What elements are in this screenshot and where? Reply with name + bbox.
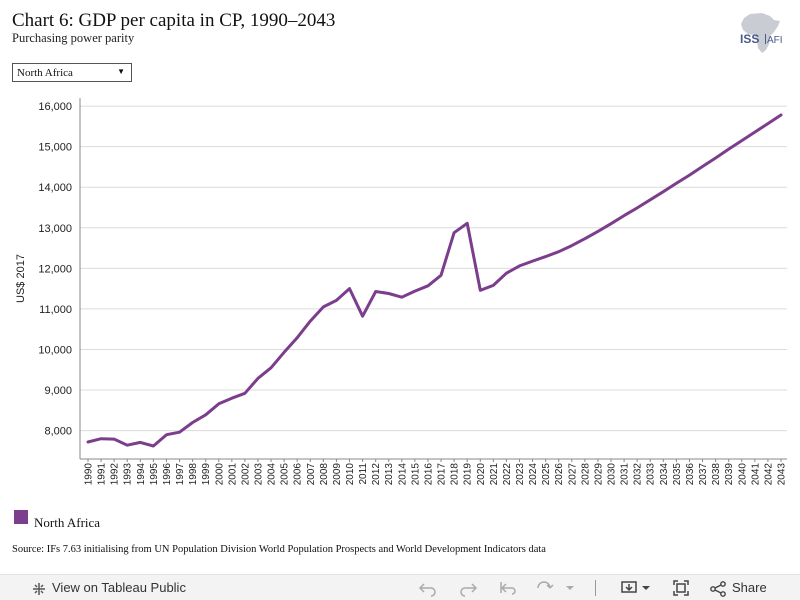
x-tick-label: 2015 [410, 463, 421, 486]
x-tick-label: 1998 [188, 463, 199, 486]
x-tick-label: 2029 [593, 463, 604, 486]
x-tick-label: 2010 [345, 463, 356, 486]
x-tick-label: 2026 [554, 463, 565, 486]
x-tick-label: 2021 [489, 463, 500, 486]
x-tick-label: 2035 [672, 463, 683, 486]
x-tick-label: 2039 [724, 463, 735, 486]
x-tick-label: 2004 [267, 463, 278, 486]
y-tick-label: 8,000 [44, 426, 72, 438]
chart-area: 8,000 9,000 10,000 11,000 12,000 13,000 14,000… [0, 88, 800, 500]
x-tick-label: 2028 [580, 463, 591, 486]
y-tick-label: 14,000 [38, 182, 72, 194]
x-tick-label: 2006 [293, 463, 304, 486]
x-tick-label: 2031 [620, 463, 631, 486]
view-on-tableau-button[interactable]: View on Tableau Public [32, 580, 186, 596]
y-tick-label: 16,000 [38, 101, 72, 113]
download-icon[interactable] [620, 579, 654, 597]
y-tick-label: 13,000 [38, 223, 72, 235]
revert-icon[interactable] [498, 579, 518, 597]
undo-icon[interactable] [418, 579, 438, 597]
x-tick-label: 2008 [319, 463, 330, 486]
x-tick-label: 2020 [476, 463, 487, 486]
x-tick-label: 1999 [201, 463, 212, 486]
region-filter-dropdown[interactable]: North Africa ▼ [12, 63, 132, 82]
y-tick-label: 10,000 [38, 344, 72, 356]
y-tick-label: 15,000 [38, 142, 72, 154]
x-tick-label: 2000 [214, 463, 225, 486]
x-tick-label: 2024 [528, 463, 539, 486]
view-on-tableau-label: View on Tableau Public [52, 580, 186, 595]
toolbar-divider [595, 580, 596, 596]
x-tick-label: 1994 [136, 463, 147, 486]
logo-suffix: AFI [767, 35, 783, 46]
share-icon [710, 580, 726, 597]
x-tick-label: 2017 [437, 463, 448, 486]
x-tick-label: 1997 [175, 463, 186, 486]
x-tick-label: 1990 [84, 463, 95, 486]
x-tick-label: 2041 [750, 463, 761, 486]
fullscreen-icon[interactable] [672, 579, 690, 597]
page-subtitle: Purchasing power parity [12, 31, 135, 45]
x-tick-label: 2042 [763, 463, 774, 486]
x-tick-label: 2002 [240, 463, 251, 486]
x-tick-label: 2013 [384, 463, 395, 486]
x-tick-label: 2023 [515, 463, 526, 486]
page-title: Chart 6: GDP per capita in CP, 1990–2043 [12, 10, 336, 31]
x-tick-label: 2037 [698, 463, 709, 486]
legend-swatch [14, 510, 28, 524]
x-tick-label: 2022 [502, 463, 513, 486]
x-tick-label: 2012 [371, 463, 382, 486]
x-tick-label: 2036 [685, 463, 696, 486]
x-tick-label: 2040 [737, 463, 748, 486]
x-tick-label: 2003 [253, 463, 264, 486]
x-tick-label: 2014 [397, 463, 408, 486]
y-axis-title: US$ 2017 [15, 254, 27, 303]
share-label: Share [732, 580, 767, 595]
source-note: Source: IFs 7.63 initialising from UN Po… [12, 544, 546, 555]
x-tick-label: 2038 [711, 463, 722, 486]
x-tick-label: 2033 [646, 463, 657, 486]
refresh-icon[interactable] [536, 579, 576, 597]
x-tick-label: 2032 [633, 463, 644, 486]
x-tick-label: 1993 [123, 463, 134, 486]
x-tick-label: 1995 [149, 463, 160, 486]
tableau-toolbar: View on Tableau Public Share [0, 574, 800, 600]
x-tick-label: 2019 [463, 463, 474, 486]
x-tick-label: 1991 [97, 463, 108, 486]
iss-logo: ISS AFI [740, 13, 783, 53]
x-tick-label: 2043 [777, 463, 788, 486]
chevron-down-icon: ▼ [117, 67, 125, 76]
logo-text: ISS [740, 32, 759, 46]
redo-icon[interactable] [458, 579, 478, 597]
x-tick-label: 1992 [110, 463, 121, 486]
x-tick-label: 2030 [607, 463, 618, 486]
africa-map-icon [741, 13, 780, 53]
x-tick-label: 2025 [541, 463, 552, 486]
y-tick-label: 12,000 [38, 263, 72, 275]
x-tick-label: 2018 [450, 463, 461, 486]
x-tick-label: 1996 [162, 463, 173, 486]
x-tick-label: 2027 [567, 463, 578, 486]
y-tick-label: 11,000 [39, 304, 72, 316]
region-filter-value: North Africa [17, 67, 73, 79]
tableau-logo-icon [33, 582, 45, 595]
y-tick-label: 9,000 [44, 385, 72, 397]
line-chart: 8,000 9,000 10,000 11,000 12,000 13,000 14,000… [15, 98, 788, 486]
x-tick-label: 2007 [306, 463, 317, 486]
series-line-north-africa [86, 113, 783, 448]
x-tick-label: 2011 [358, 463, 369, 485]
x-tick-label: 2001 [227, 463, 238, 486]
x-tick-label: 2009 [332, 463, 343, 486]
share-button[interactable]: Share [710, 580, 767, 597]
x-tick-label: 2005 [280, 463, 291, 486]
legend-label: North Africa [34, 515, 101, 530]
x-tick-label: 2016 [423, 463, 434, 486]
x-tick-label: 2034 [659, 463, 670, 486]
